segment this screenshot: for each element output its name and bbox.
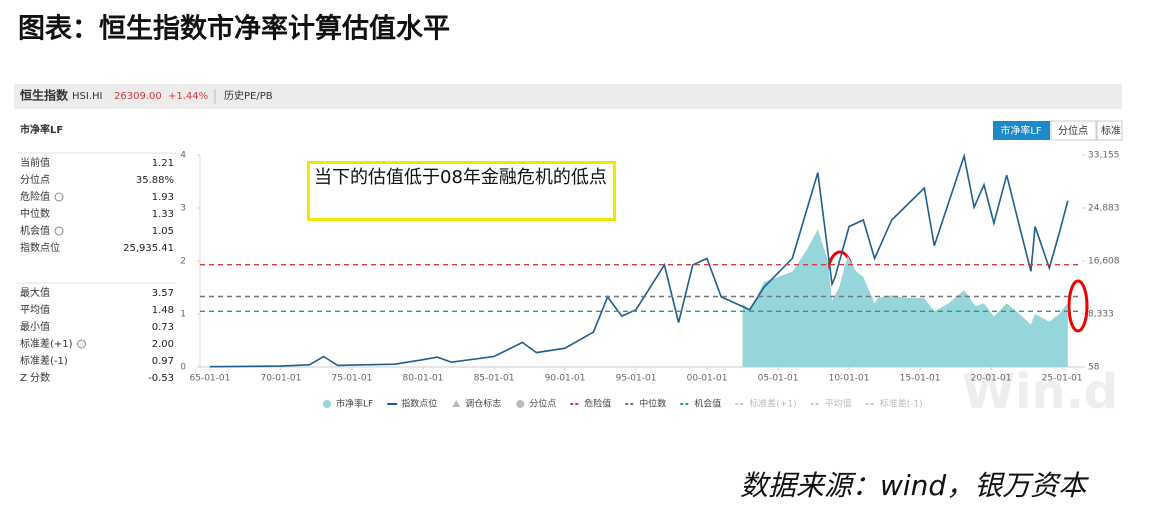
history-tab[interactable]: 历史PE/PB [224,90,273,102]
stat-label: 最小值 [20,320,50,333]
x-tick-label: 20-01-01 [971,374,1012,384]
x-tick-label: 25-01-01 [1042,374,1083,384]
setting-icon [54,226,64,236]
stat-value: 3.57 [152,288,174,299]
metric-label: 市净率LF [20,123,63,136]
legend-label: 危险值 [584,398,611,410]
legend-marker [323,400,331,408]
stat-value: 2.00 [152,339,174,350]
legend-label: 分位点 [529,398,556,410]
stat-value: -0.53 [148,373,174,384]
x-tick-label: 70-01-01 [261,374,302,384]
tab-label[interactable]: 标准 [1101,125,1121,137]
tab-label[interactable]: 分位点 [1058,124,1088,137]
x-tick-label: 90-01-01 [545,374,586,384]
legend-label: 机会值 [694,398,721,410]
x-tick-label: 65-01-01 [190,374,231,384]
y2-tick-label: 33,155 [1088,151,1120,161]
tab[interactable] [1096,120,1123,141]
x-tick-label: 75-01-01 [332,374,373,384]
index-change: +1.44% [168,91,208,102]
header-bar [14,84,1122,109]
x-tick-label: 85-01-01 [474,374,515,384]
stat-label: 危险值 [20,190,50,203]
stat-label: 标准差(+1) [20,337,73,350]
stat-value: 35.88% [136,175,174,186]
index-price: 26309.00 [114,91,162,102]
stat-value: 25,935.41 [123,243,174,254]
y2-tick-label: 16,608 [1088,256,1120,266]
stat-value: 1.33 [152,209,174,220]
stat-label: 平均值 [20,303,50,316]
stat-label: 分位点 [20,173,50,186]
y-tick-label: 2 [180,257,186,267]
legend-label: 调仓标志 [465,398,501,410]
index-name: 恒生指数 [20,88,69,103]
index-code: HSI.HI [72,91,102,102]
x-tick-label: 10-01-01 [829,374,870,384]
watermark: Win.d [962,364,1118,420]
y2-tick-label: 24,883 [1088,203,1120,213]
setting-icon [77,339,87,349]
setting-icon [54,192,64,202]
y-tick-label: 1 [180,310,186,320]
stat-value: 1.48 [152,305,174,316]
y-tick-label: 4 [180,151,186,161]
stat-label: 最大值 [20,286,50,299]
y-tick-label: 0 [180,363,186,373]
page-title: 图表：恒生指数市净率计算估值水平 [18,13,450,45]
legend-label: 指数点位 [401,398,437,410]
y-tick-label: 3 [180,204,186,214]
legend-marker [516,400,525,408]
x-tick-label: 15-01-01 [900,374,941,384]
tab[interactable] [1050,120,1097,141]
legend-label: 标准差(-1) [880,398,923,410]
annotation: 当下的估值低于08年金融危机的低点 [307,161,616,221]
legend-label: 中位数 [639,398,666,410]
y2-tick-label: 58 [1088,363,1100,373]
plot [209,152,1069,368]
stat-label: Z 分数 [20,371,50,384]
highlight-circle [1067,279,1089,333]
tab-active[interactable] [993,121,1050,140]
stat-label: 指数点位 [20,241,60,254]
stat-label: 当前值 [20,156,50,169]
stat-value: 1.21 [152,158,174,169]
line [209,152,1069,368]
legend-label: 平均值 [825,398,852,410]
x-tick-label: 05-01-01 [758,374,799,384]
stat-value: 0.73 [152,322,174,333]
x-tick-label: 00-01-01 [687,374,728,384]
x-tick-label: 95-01-01 [616,374,657,384]
stat-label: 中位数 [20,207,50,220]
legend-label: 市净率LF [336,398,373,410]
area [742,229,1068,367]
stat-label: 机会值 [20,224,50,237]
stat-value: 1.05 [152,226,174,237]
x-tick-label: 80-01-01 [403,374,444,384]
stat-value: 1.93 [152,192,174,203]
legend-marker [452,400,461,407]
tab-label[interactable]: 市净率LF [1000,124,1042,137]
stat-label: 标准差(-1) [20,354,68,367]
y2-tick-label: 8,333 [1088,309,1114,319]
source: 数据来源：wind，银万资本 [740,469,1089,502]
legend-label: 标准差(+1) [749,398,796,410]
stat-value: 0.97 [152,356,174,367]
